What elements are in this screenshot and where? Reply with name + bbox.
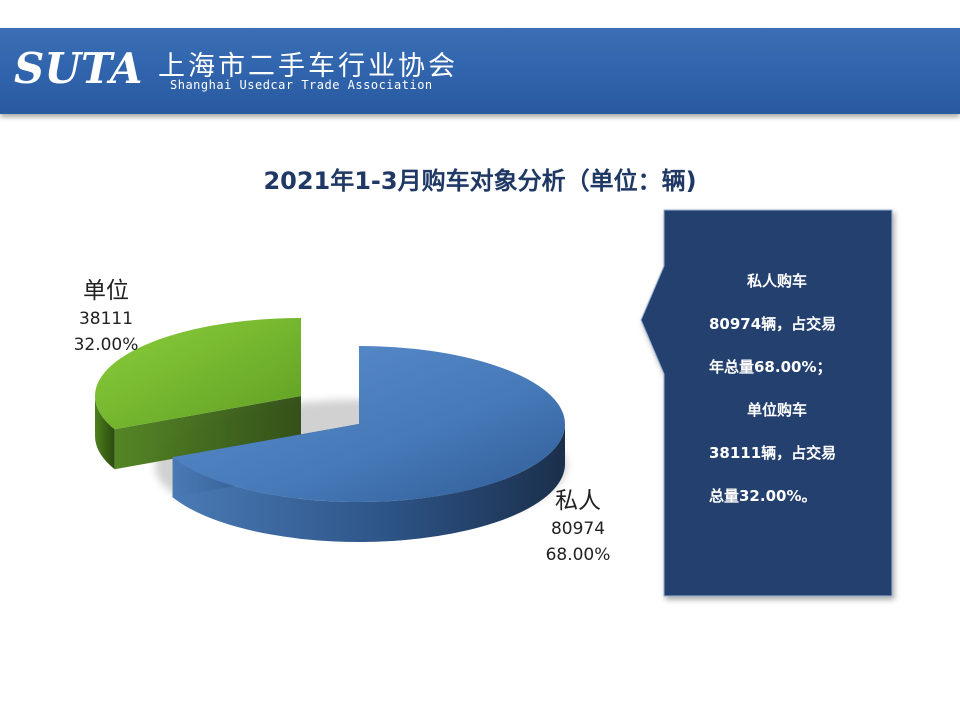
chart-title: 2021年1-3月购车对象分析（单位：辆)	[263, 167, 697, 195]
pie-slice-side	[172, 424, 565, 543]
data-label-unit-value: 38111	[78, 309, 134, 329]
data-label-unit: 单位 38111 32.00%	[60, 276, 152, 358]
callout-line: 年总量68.00%；	[709, 358, 832, 376]
callout-line: 总量32.00%。	[709, 487, 817, 505]
callout-line: 80974辆，占交易	[709, 315, 837, 333]
association-name-cn: 上海市二手车行业协会	[158, 51, 458, 82]
callout-line: 38111辆，占交易	[709, 444, 837, 462]
data-label-unit-category: 单位	[83, 278, 129, 304]
association-name-en: Shanghai Usedcar Trade Association	[170, 78, 433, 92]
callout-line: 私人购车	[746, 272, 807, 290]
callout-line: 单位购车	[746, 401, 807, 419]
pie-slice-private	[172, 346, 565, 503]
data-label-private: 私人 80974 68.00%	[532, 486, 624, 568]
data-label-unit-percent: 32.00%	[73, 335, 139, 355]
callout-text: 私人购车 80974辆，占交易 年总量68.00%； 单位购车 38111辆，占…	[663, 260, 891, 518]
data-label-private-value: 80974	[550, 519, 606, 539]
data-label-private-percent: 68.00%	[545, 545, 611, 565]
header-band	[0, 28, 960, 114]
suta-logo: SUTA	[14, 44, 143, 93]
pie-slice-unit	[94, 318, 302, 430]
pie-slice-wall	[114, 396, 301, 470]
data-label-private-category: 私人	[555, 488, 601, 514]
pie-slice-side	[95, 396, 115, 470]
